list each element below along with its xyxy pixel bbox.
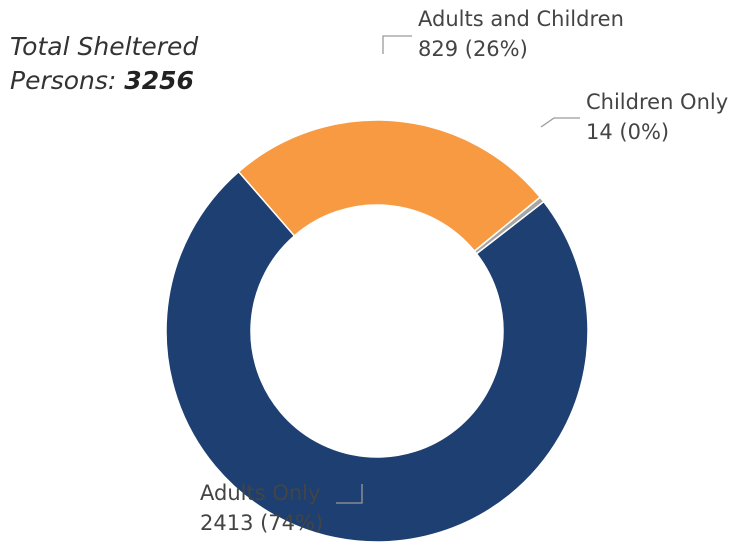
- slice-value-adults-only: 2413 (74%): [200, 511, 323, 535]
- leader-lines: [336, 35, 580, 504]
- total-sheltered-annotation: Total Sheltered Persons: 3256: [10, 30, 198, 98]
- total-label-line2: Persons:: [10, 66, 125, 95]
- slice-label-adults-only: Adults Only: [200, 481, 320, 505]
- total-label-line1: Total Sheltered: [10, 32, 199, 61]
- donut-slices: [165, 119, 589, 543]
- slice-label-children-only: Children Only: [586, 90, 728, 114]
- slice-adults-and-children: [237, 119, 542, 253]
- leader-line-children-only: [540, 117, 580, 128]
- slice-labels: Adults and Children 829 (26%) Children Onl…: [200, 7, 728, 535]
- slice-value-adults-and-children: 829 (26%): [418, 37, 528, 61]
- slice-label-adults-and-children: Adults and Children: [418, 7, 624, 31]
- leader-line-adults-only: [336, 484, 363, 504]
- total-value: 3256: [124, 66, 194, 95]
- slice-value-children-only: 14 (0%): [586, 120, 669, 144]
- slice-adults-only: [165, 170, 589, 543]
- leader-line-adults-and-children: [382, 35, 412, 54]
